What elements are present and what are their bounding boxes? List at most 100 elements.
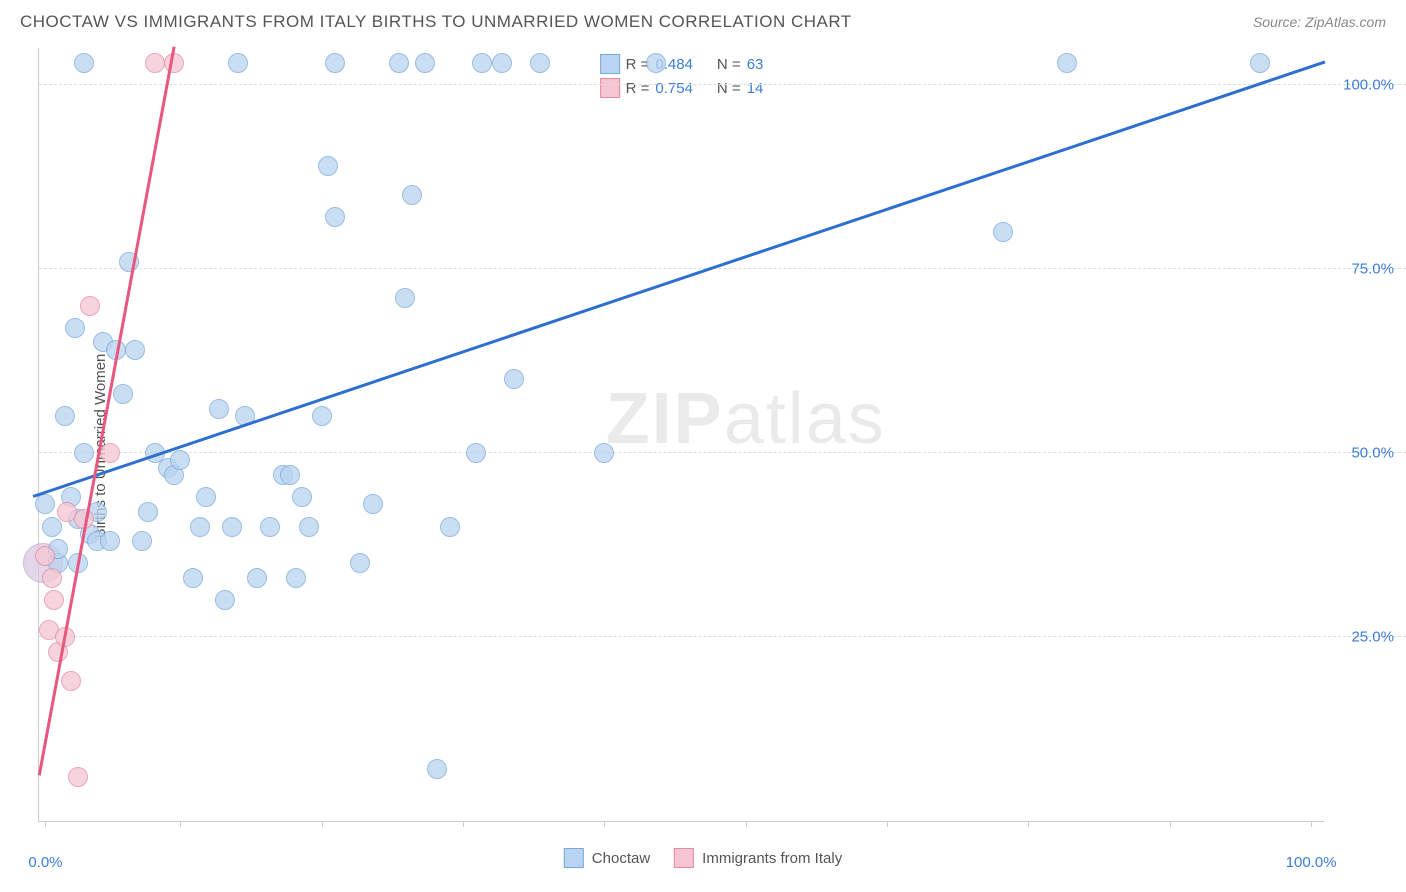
scatter-point — [61, 671, 81, 691]
scatter-point — [190, 517, 210, 537]
scatter-point — [42, 568, 62, 588]
gridline — [39, 84, 1406, 85]
y-tick-label: 50.0% — [1351, 444, 1394, 461]
watermark: ZIPatlas — [606, 378, 886, 460]
scatter-point — [402, 185, 422, 205]
chart-source: Source: ZipAtlas.com — [1253, 14, 1386, 30]
scatter-point — [363, 494, 383, 514]
scatter-point — [80, 296, 100, 316]
scatter-point — [312, 406, 332, 426]
scatter-point — [209, 399, 229, 419]
scatter-point — [138, 502, 158, 522]
x-tick — [1311, 821, 1312, 827]
n-value-choctaw: 63 — [747, 56, 764, 73]
scatter-point — [389, 53, 409, 73]
scatter-point — [350, 553, 370, 573]
x-tick-label: 0.0% — [28, 854, 62, 871]
legend-swatch-choctaw — [600, 54, 620, 74]
scatter-point — [260, 517, 280, 537]
scatter-point — [35, 546, 55, 566]
scatter-point — [74, 53, 94, 73]
scatter-point — [993, 222, 1013, 242]
trend-line — [32, 60, 1324, 497]
n-value-italy: 14 — [747, 80, 764, 97]
scatter-point — [74, 443, 94, 463]
scatter-point — [325, 53, 345, 73]
scatter-point — [318, 156, 338, 176]
scatter-point — [145, 53, 165, 73]
x-tick-label: 100.0% — [1286, 854, 1337, 871]
scatter-point — [395, 288, 415, 308]
scatter-point — [415, 53, 435, 73]
gridline — [39, 452, 1406, 453]
scatter-point — [100, 531, 120, 551]
scatter-point — [183, 568, 203, 588]
scatter-point — [472, 53, 492, 73]
y-tick-label: 75.0% — [1351, 260, 1394, 277]
scatter-point — [35, 494, 55, 514]
r-label: R = — [626, 80, 650, 97]
scatter-point — [280, 465, 300, 485]
legend-item-choctaw: Choctaw — [564, 848, 650, 868]
scatter-point — [68, 767, 88, 787]
x-tick — [463, 821, 464, 827]
scatter-chart: ZIPatlas R = 0.484 N = 63 R = 0.754 N = … — [38, 48, 1324, 822]
legend-swatch-italy — [674, 848, 694, 868]
scatter-point — [215, 590, 235, 610]
x-tick — [1028, 821, 1029, 827]
legend-label-italy: Immigrants from Italy — [702, 850, 842, 867]
x-tick — [887, 821, 888, 827]
gridline — [39, 636, 1406, 637]
legend-label-choctaw: Choctaw — [592, 850, 650, 867]
scatter-point — [492, 53, 512, 73]
scatter-point — [292, 487, 312, 507]
scatter-point — [646, 53, 666, 73]
scatter-point — [44, 590, 64, 610]
scatter-point — [170, 450, 190, 470]
legend-stats-row: R = 0.754 N = 14 — [600, 76, 764, 100]
scatter-point — [164, 53, 184, 73]
legend-stats-row: R = 0.484 N = 63 — [600, 52, 764, 76]
scatter-point — [113, 384, 133, 404]
source-name: ZipAtlas.com — [1305, 14, 1386, 30]
legend-item-italy: Immigrants from Italy — [674, 848, 842, 868]
chart-title: CHOCTAW VS IMMIGRANTS FROM ITALY BIRTHS … — [20, 12, 852, 32]
scatter-point — [100, 443, 120, 463]
scatter-point — [594, 443, 614, 463]
scatter-point — [286, 568, 306, 588]
source-label: Source: — [1253, 14, 1301, 30]
scatter-point — [132, 531, 152, 551]
scatter-point — [196, 487, 216, 507]
scatter-point — [1057, 53, 1077, 73]
scatter-point — [299, 517, 319, 537]
gridline — [39, 268, 1406, 269]
scatter-point — [530, 53, 550, 73]
x-tick — [322, 821, 323, 827]
legend-stats: R = 0.484 N = 63 R = 0.754 N = 14 — [592, 48, 772, 104]
scatter-point — [228, 53, 248, 73]
scatter-point — [325, 207, 345, 227]
x-tick — [1170, 821, 1171, 827]
r-value-italy: 0.754 — [655, 80, 693, 97]
scatter-point — [125, 340, 145, 360]
n-label: N = — [717, 80, 741, 97]
scatter-point — [1250, 53, 1270, 73]
y-tick-label: 25.0% — [1351, 628, 1394, 645]
x-tick — [604, 821, 605, 827]
scatter-point — [466, 443, 486, 463]
scatter-point — [440, 517, 460, 537]
legend-series: Choctaw Immigrants from Italy — [564, 848, 842, 868]
scatter-point — [222, 517, 242, 537]
scatter-point — [42, 517, 62, 537]
x-tick — [746, 821, 747, 827]
n-label: N = — [717, 56, 741, 73]
watermark-bold: ZIP — [606, 379, 724, 459]
legend-swatch-italy — [600, 78, 620, 98]
legend-swatch-choctaw — [564, 848, 584, 868]
scatter-point — [427, 759, 447, 779]
watermark-light: atlas — [724, 379, 886, 459]
x-tick — [45, 821, 46, 827]
y-tick-label: 100.0% — [1343, 76, 1394, 93]
scatter-point — [247, 568, 267, 588]
scatter-point — [55, 406, 75, 426]
